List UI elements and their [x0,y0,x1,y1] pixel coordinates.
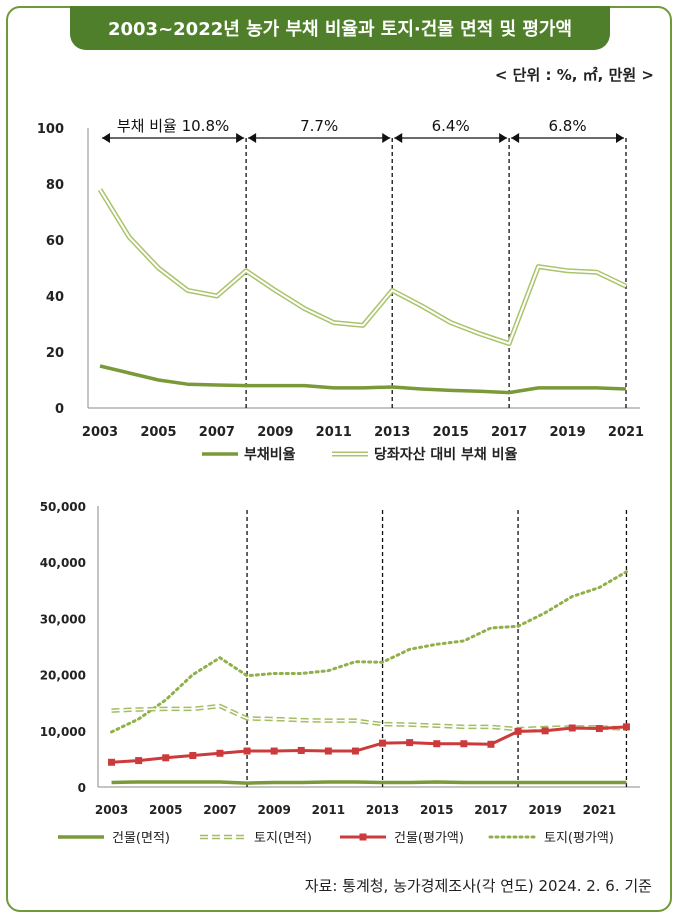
x-tick-label: 2017 [474,803,507,817]
data-point-building-value [108,758,116,766]
x-tick-label: 2015 [420,803,453,817]
x-tick-label: 2015 [433,425,469,440]
y-tick-label: 100 [37,122,64,137]
y-tick-label: 40 [46,290,64,305]
y-tick-label: 20,000 [40,669,86,683]
page-title: 2003~2022년 농가 부채 비율과 토지·건물 면적 및 평가액 [70,6,610,50]
data-point-building-value [460,740,468,748]
y-tick-label: 0 [78,781,86,795]
data-point-building-value [297,746,305,754]
data-point-building-value [351,747,359,755]
y-tick-label: 20 [46,346,64,361]
period-label-bg [541,116,594,136]
data-point-building-value [487,740,495,748]
y-tick-label: 30,000 [40,612,86,626]
data-point-building-value [433,740,441,748]
period-label: 6.4% [432,117,470,135]
data-point-building-value [541,727,549,735]
x-tick-label: 2013 [366,803,399,817]
x-tick-label: 2013 [374,425,410,440]
legend-label: 토지(면적) [254,831,312,846]
series-line-current-asset-ratio-inner [99,189,627,345]
period-label-bg [115,116,231,136]
data-point-building-value [243,747,251,755]
y-tick-label: 40,000 [40,556,86,570]
data-point-building-value [135,757,143,765]
legend-label: 건물(면적) [112,831,170,846]
x-tick-label: 2009 [257,425,293,440]
data-point-building-value [514,727,522,735]
x-tick-label: 2011 [316,425,352,440]
data-point-building-value [622,723,630,731]
page-title-text: 2003~2022년 농가 부채 비율과 토지·건물 면적 및 평가액 [107,19,573,40]
period-arrow-head [382,133,391,143]
x-tick-label: 2007 [203,803,236,817]
series-line-land-area-inner [111,705,627,730]
data-point-building-value [270,747,278,755]
data-point-building-value [568,724,576,732]
data-point-building-value [595,725,603,733]
y-tick-label: 50,000 [40,500,86,514]
source-note: 자료: 통계청, 농가경제조사(각 연도) 2024. 2. 6. 기준 [304,877,652,895]
legend-label: 토지(평가액) [544,831,614,846]
x-tick-label: 2021 [583,803,616,817]
x-tick-label: 2011 [312,803,345,817]
period-arrow-head [616,133,624,143]
legend-label: 당좌자산 대비 부채 비율 [374,446,518,463]
x-tick-label: 2017 [491,425,527,440]
data-point-building-value [162,754,170,762]
legend-label: 부채비율 [244,446,296,463]
period-arrow-head [499,133,508,143]
x-tick-label: 2009 [257,803,290,817]
y-tick-label: 10,000 [40,725,86,739]
data-point-building-value [324,747,332,755]
series-line-current-asset-ratio [97,188,628,347]
period-arrow-head [102,133,110,143]
debt-ratio-chart: 0 20 40 60 80 100 2003 2005 2007 2009 2011 2013 2015… [37,116,644,463]
data-point-building-value [379,739,387,747]
x-tick-label: 2019 [549,425,585,440]
legend-label: 건물(평가액) [394,831,464,846]
period-label: 6.8% [549,117,587,135]
series-line-building-value [111,725,627,764]
x-tick-label: 2007 [199,425,235,440]
y-tick-label: 0 [55,402,64,417]
period-label: 7.7% [300,117,338,135]
x-tick-label: 2005 [140,425,176,440]
x-tick-label: 2005 [149,803,182,817]
data-point-building-value [406,739,414,747]
unit-label: < 단위 : %, ㎡, 만원 > [494,66,654,84]
period-label: 부채 비율 10.8% [117,117,229,135]
y-tick-label: 60 [46,234,64,249]
period-arrow-head [248,133,257,143]
period-label-bg [424,116,477,136]
x-tick-label: 2003 [82,425,118,440]
data-point-building-value [216,749,224,757]
period-arrow-head [236,133,245,143]
series-line-land-value [110,570,628,734]
x-tick-label: 2003 [95,803,128,817]
x-tick-label: 2021 [608,425,644,440]
data-point-building-value [189,752,197,760]
period-label-bg [293,116,346,136]
x-tick-label: 2019 [528,803,561,817]
period-arrow-head [394,133,403,143]
period-arrow-head [511,133,520,143]
series-line-building-area [111,780,627,785]
series-line-debt-ratio [99,364,627,395]
y-tick-label: 80 [46,178,64,193]
land-building-chart: 0 10,000 20,000 30,000 40,000 50,000 2003 2005 2… [40,500,640,846]
legend-marker-building-value [359,833,367,841]
